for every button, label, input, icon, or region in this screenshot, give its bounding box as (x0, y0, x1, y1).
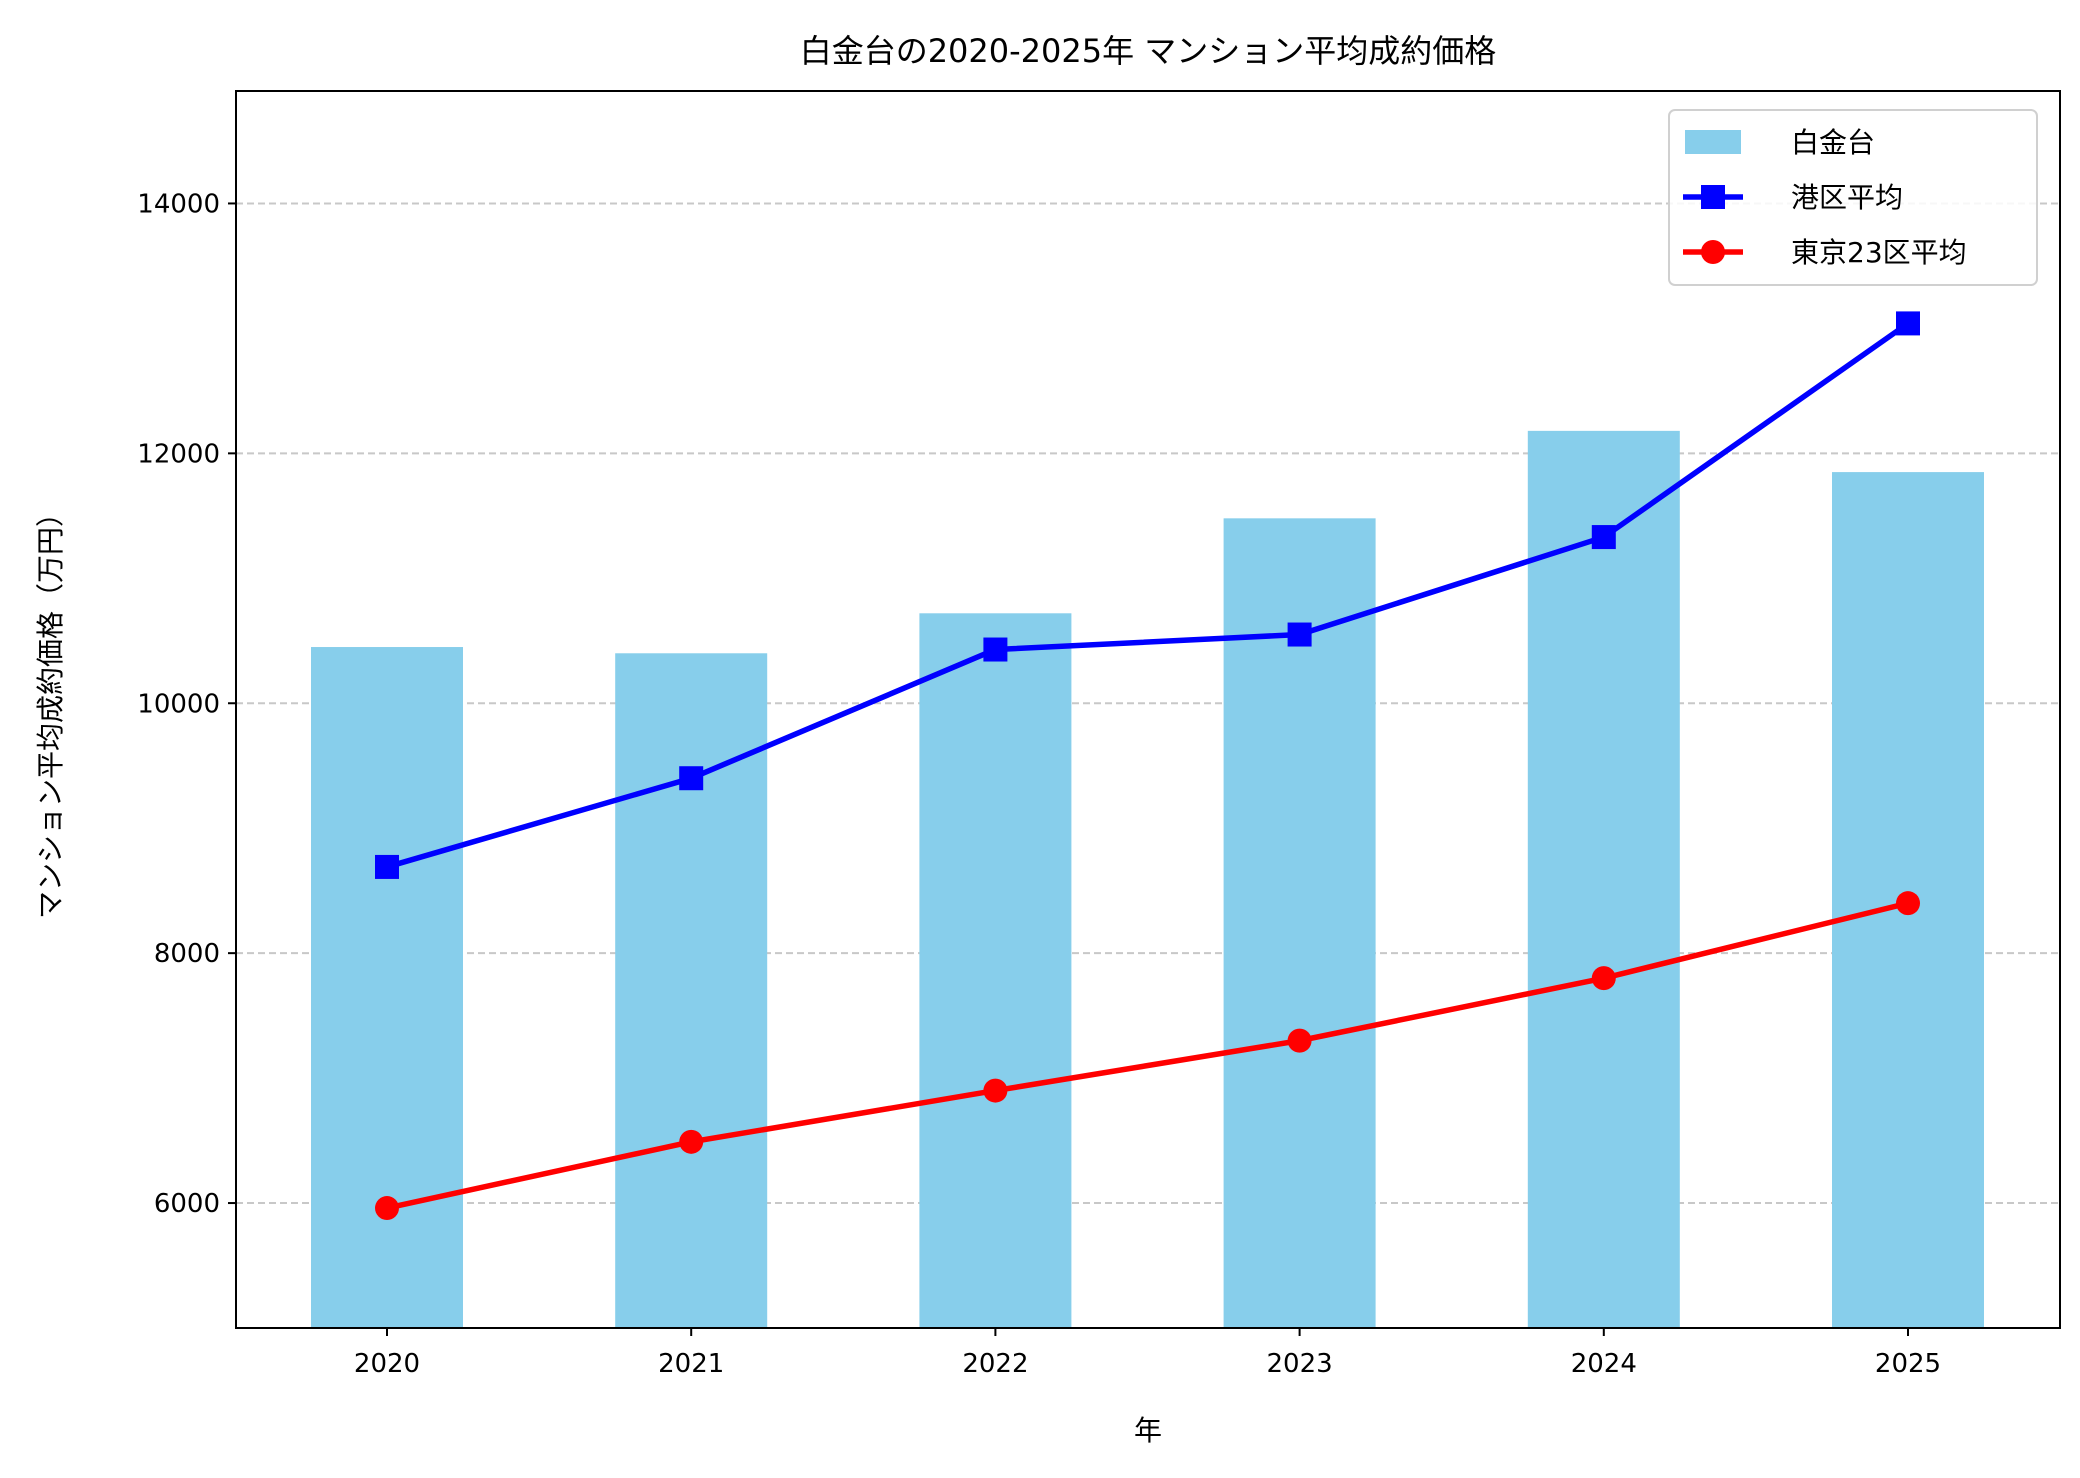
point-square-2022 (983, 637, 1008, 662)
chart-title: 白金台の2020-2025年 マンション平均成約価格 (800, 32, 1497, 70)
point-square-2023 (1287, 622, 1312, 647)
legend-label: 東京23区平均 (1791, 236, 1967, 269)
bar-2020 (311, 647, 463, 1328)
point-circle-2024 (1591, 966, 1616, 991)
y-tick-label: 12000 (137, 439, 220, 469)
series-line-2 (386, 900, 1909, 1211)
x-tick-label: 2023 (1267, 1349, 1333, 1379)
x-tick-label: 2020 (354, 1349, 420, 1379)
x-tick-label: 2025 (1875, 1349, 1941, 1379)
legend-marker-square (1701, 185, 1725, 209)
point-circle-2022 (983, 1078, 1008, 1103)
x-tick-label: 2022 (962, 1349, 1028, 1379)
legend-label: 港区平均 (1791, 181, 1903, 214)
x-axis-label: 年 (1134, 1414, 1162, 1447)
point-square-2025 (1896, 311, 1920, 336)
bar-2022 (919, 613, 1072, 1328)
bars (311, 430, 1984, 1328)
legend-marker-circle (1701, 240, 1725, 264)
legend-box (1668, 109, 2038, 286)
bar-2024 (1527, 430, 1680, 1328)
y-tick-label: 6000 (154, 1189, 220, 1219)
y-tick-label: 10000 (137, 689, 220, 719)
plot-frame (235, 90, 2061, 1329)
point-circle-2023 (1287, 1028, 1312, 1053)
bar-2021 (615, 653, 768, 1328)
y-axis-label: マンション平均成約価格（万円） (34, 499, 67, 919)
y-tick-label: 14000 (137, 189, 220, 219)
y-tick-label: 8000 (154, 939, 220, 969)
point-square-2020 (375, 854, 399, 879)
lines (375, 311, 1920, 1221)
series-line-1 (386, 321, 1910, 870)
bar-2023 (1223, 518, 1376, 1328)
point-square-2021 (679, 766, 704, 791)
x-tick-label: 2024 (1571, 1349, 1637, 1379)
point-square-2024 (1591, 525, 1616, 550)
point-circle-2021 (679, 1129, 704, 1154)
axes: 6000 8000 10000 12000 14000 2020 2021 2022 2023 2… (137, 90, 2061, 1379)
point-circle-2025 (1896, 891, 1920, 916)
legend-swatch-bar (1685, 130, 1741, 154)
legend-label: 白金台 (1791, 126, 1875, 159)
x-tick-label: 2021 (658, 1349, 724, 1379)
point-circle-2020 (375, 1196, 399, 1221)
grid-lines (236, 202, 2060, 1205)
